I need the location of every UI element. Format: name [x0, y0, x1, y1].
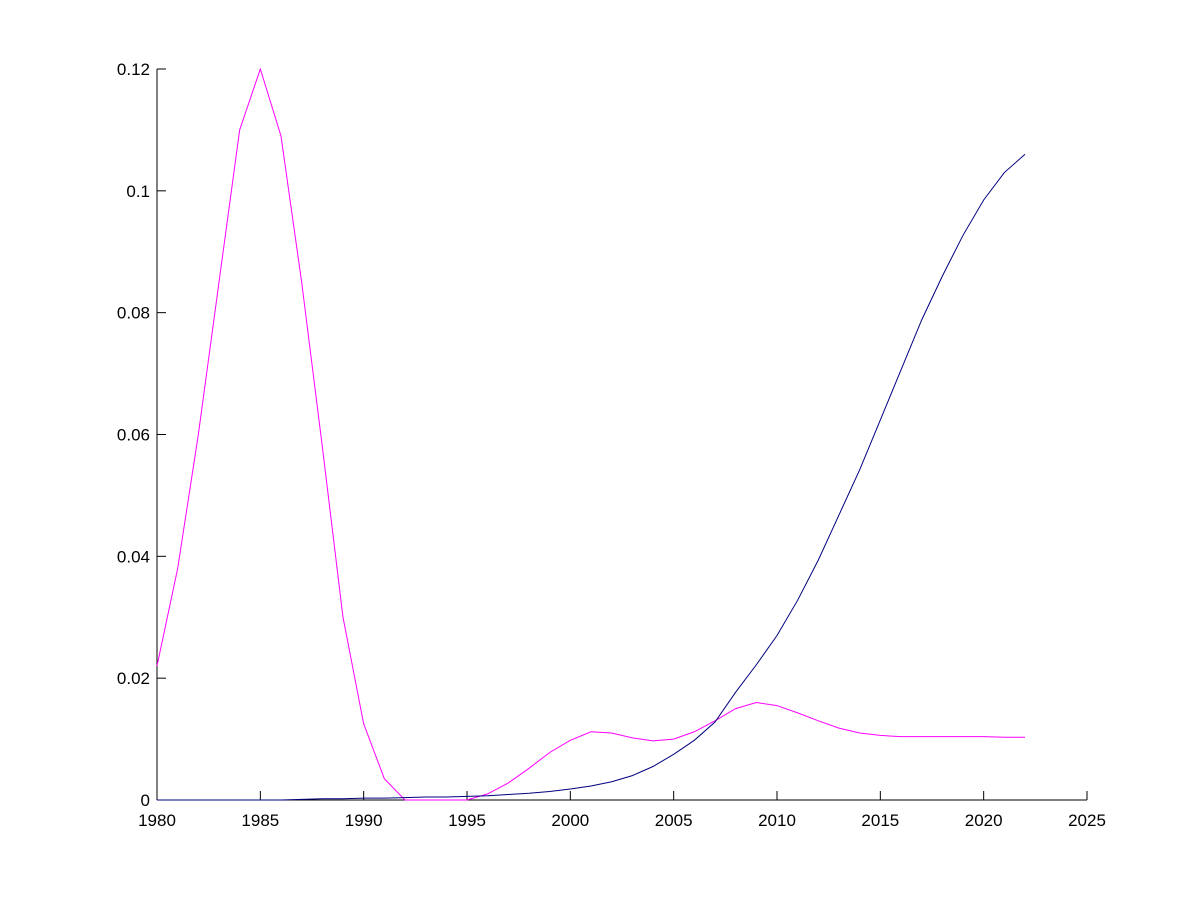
y-tick-label: 0.02: [117, 669, 150, 688]
x-tick-label: 1980: [138, 811, 176, 830]
y-tick-label: 0: [141, 791, 150, 810]
y-tick-label: 0.04: [117, 547, 150, 566]
y-tick-label: 0.06: [117, 426, 150, 445]
y-tick-label: 0.1: [126, 182, 150, 201]
x-tick-label: 2010: [758, 811, 796, 830]
x-tick-label: 2020: [965, 811, 1003, 830]
x-tick-label: 2005: [655, 811, 693, 830]
x-tick-label: 1985: [241, 811, 279, 830]
y-tick-label: 0.12: [117, 60, 150, 79]
x-tick-label: 2025: [1068, 811, 1106, 830]
line-series: [156, 67, 1025, 801]
x-tick-label: 1990: [345, 811, 383, 830]
x-tick-label: 2015: [861, 811, 899, 830]
line-series: [157, 153, 1026, 801]
x-tick-label: 1995: [448, 811, 486, 830]
y-tick-label: 0.08: [117, 304, 150, 323]
x-tick-label: 2000: [551, 811, 589, 830]
